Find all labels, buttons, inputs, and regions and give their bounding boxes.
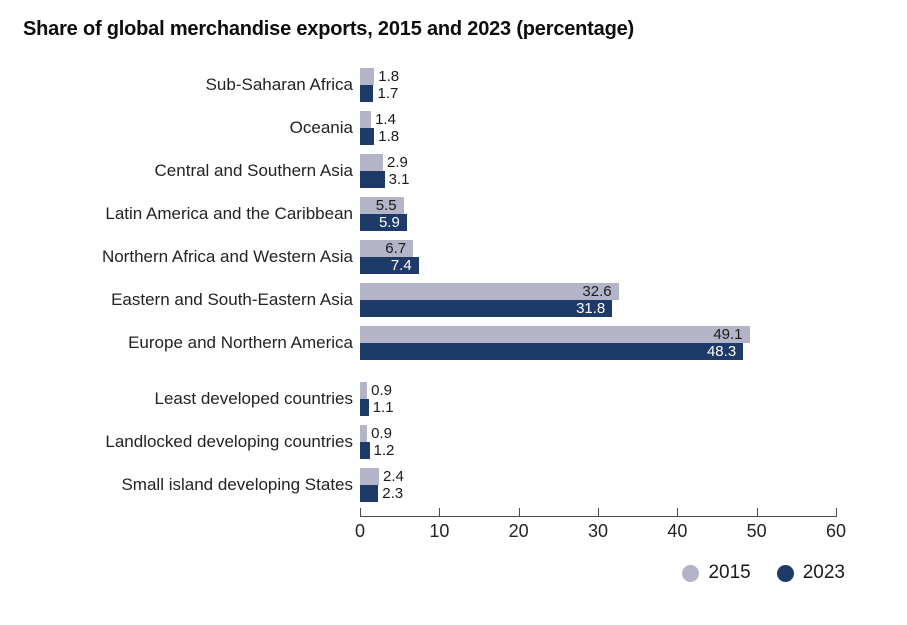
bar-2015 xyxy=(360,468,380,485)
bar-2015 xyxy=(360,382,368,399)
x-axis-tick-label: 40 xyxy=(667,521,688,541)
bar-2015 xyxy=(360,240,414,257)
category-label: Sub-Saharan Africa xyxy=(205,75,353,94)
value-label-2015: 32.6 xyxy=(582,283,612,300)
x-axis-tick-label: 60 xyxy=(825,521,847,541)
value-label-2015: 49.1 xyxy=(713,326,743,343)
category-label: Eastern and South-Eastern Asia xyxy=(111,290,353,309)
value-label-2023: 5.9 xyxy=(378,214,400,231)
bar-2015 xyxy=(360,283,619,300)
category-label: Central and Southern Asia xyxy=(154,161,353,180)
category-label: Latin America and the Caribbean xyxy=(105,204,353,223)
x-axis-tick xyxy=(756,508,758,516)
x-axis-tick xyxy=(598,508,599,516)
legend-entry-2015: 2015 xyxy=(682,562,751,583)
x-axis-tick-label: 50 xyxy=(746,521,767,541)
bar-2023 xyxy=(360,485,379,502)
value-label-2023: 7.4 xyxy=(390,257,412,274)
category-label: Small island developing States xyxy=(121,475,353,494)
legend: 2015 2023 xyxy=(682,563,845,583)
bar-2015 xyxy=(360,197,404,214)
x-axis-tick xyxy=(518,508,520,516)
value-label-2023: 1.8 xyxy=(378,128,400,145)
value-label-2023: 2.3 xyxy=(382,485,404,502)
x-axis-tick xyxy=(677,508,679,516)
chart-row: Landlocked developing countries 0.9 1.2 xyxy=(0,425,907,459)
bar-2023 xyxy=(360,214,407,231)
category-label: Least developed countries xyxy=(154,389,353,408)
value-label-2015: 6.7 xyxy=(385,240,407,257)
category-label: Oceania xyxy=(289,118,353,137)
x-axis-tick-label: 0 xyxy=(354,521,365,541)
category-label: Northern Africa and Western Asia xyxy=(101,247,353,266)
value-label-2023: 48.3 xyxy=(706,343,737,360)
chart-row: Central and Southern Asia 2.9 3.1 xyxy=(0,154,907,188)
bar-2023 xyxy=(360,442,370,459)
x-axis-tick xyxy=(360,508,361,516)
value-label-2023: 1.1 xyxy=(372,399,394,416)
chart-row: Least developed countries 0.9 1.1 xyxy=(0,382,907,416)
chart-row: Oceania 1.4 1.8 xyxy=(0,111,907,145)
bar-2015 xyxy=(360,425,368,442)
x-axis-tick-label: 30 xyxy=(587,521,609,541)
bar-2015 xyxy=(360,326,750,343)
x-axis-tick-label: 10 xyxy=(429,521,450,541)
bar-2023 xyxy=(360,257,419,274)
chart-row: Sub-Saharan Africa 1.8 1.7 xyxy=(0,68,907,102)
bar-2015 xyxy=(360,68,375,85)
category-label: Landlocked developing countries xyxy=(105,432,353,451)
x-axis-tick xyxy=(836,508,837,516)
bar-2015 xyxy=(360,154,383,171)
chart-row: Latin America and the Caribbean 5.5 5.9 xyxy=(0,197,907,231)
value-label-2015: 0.9 xyxy=(371,382,392,399)
bar-2023 xyxy=(360,399,369,416)
value-label-2015: 5.5 xyxy=(375,197,397,214)
bar-2023 xyxy=(360,343,744,360)
bar-2015 xyxy=(360,111,372,128)
chart-row: Small island developing States 2.4 2.3 xyxy=(0,468,907,502)
value-label-2015: 0.9 xyxy=(371,425,392,442)
x-axis-tick-label: 20 xyxy=(508,521,529,541)
category-label: Europe and Northern America xyxy=(128,333,353,352)
legend-label-2015: 2015 xyxy=(708,562,751,583)
chart-row: Northern Africa and Western Asia 6.7 7.4 xyxy=(0,240,907,274)
value-label-2015: 2.4 xyxy=(383,468,404,485)
value-label-2015: 1.8 xyxy=(378,68,400,85)
legend-label-2023: 2023 xyxy=(802,562,845,583)
bar-2023 xyxy=(360,171,385,188)
legend-entry-2023: 2023 xyxy=(776,562,845,583)
x-axis-line xyxy=(360,516,837,517)
bar-2023 xyxy=(360,85,374,102)
value-label-2023: 1.2 xyxy=(373,442,395,459)
chart-title: Share of global merchandise exports, 201… xyxy=(23,18,634,40)
value-label-2015: 2.9 xyxy=(387,154,408,171)
bar-2023 xyxy=(360,128,375,145)
chart-row: Eastern and South-Eastern Asia 32.6 31.8 xyxy=(0,283,907,317)
value-label-2023: 1.7 xyxy=(377,85,399,102)
x-axis-tick xyxy=(439,508,441,516)
legend-swatch-2015-icon xyxy=(682,564,700,582)
bar-2023 xyxy=(360,300,613,317)
value-label-2023: 3.1 xyxy=(388,171,410,188)
legend-swatch-2023-icon xyxy=(776,564,794,582)
chart-row: Europe and Northern America 49.1 48.3 xyxy=(0,326,907,360)
value-label-2023: 31.8 xyxy=(576,300,606,317)
value-label-2015: 1.4 xyxy=(375,111,396,128)
